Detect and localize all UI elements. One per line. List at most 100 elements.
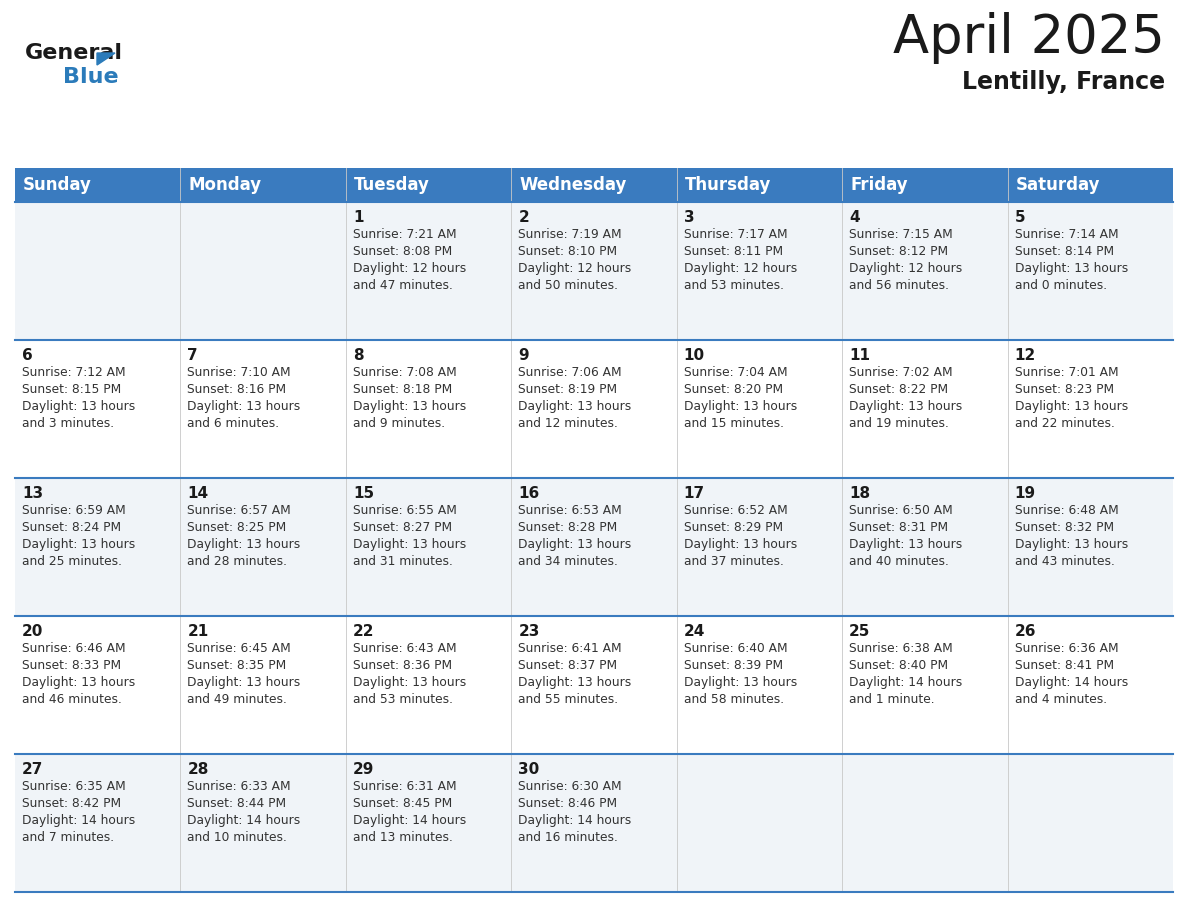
Text: and 47 minutes.: and 47 minutes.: [353, 279, 453, 292]
Text: Sunset: 8:41 PM: Sunset: 8:41 PM: [1015, 659, 1113, 672]
Text: Sunset: 8:31 PM: Sunset: 8:31 PM: [849, 521, 948, 534]
Text: Sunrise: 7:02 AM: Sunrise: 7:02 AM: [849, 366, 953, 379]
Text: Sunrise: 7:14 AM: Sunrise: 7:14 AM: [1015, 228, 1118, 241]
Text: Sunset: 8:28 PM: Sunset: 8:28 PM: [518, 521, 618, 534]
Text: Sunrise: 6:52 AM: Sunrise: 6:52 AM: [684, 504, 788, 517]
Text: 26: 26: [1015, 624, 1036, 639]
Text: Sunrise: 6:53 AM: Sunrise: 6:53 AM: [518, 504, 623, 517]
Text: Sunset: 8:32 PM: Sunset: 8:32 PM: [1015, 521, 1113, 534]
Text: and 46 minutes.: and 46 minutes.: [23, 693, 122, 706]
Text: 9: 9: [518, 348, 529, 363]
Text: and 0 minutes.: and 0 minutes.: [1015, 279, 1107, 292]
Text: Sunrise: 7:15 AM: Sunrise: 7:15 AM: [849, 228, 953, 241]
Text: April 2025: April 2025: [893, 12, 1165, 64]
Text: Daylight: 14 hours: Daylight: 14 hours: [353, 814, 466, 827]
Text: Daylight: 12 hours: Daylight: 12 hours: [518, 262, 632, 275]
Text: and 49 minutes.: and 49 minutes.: [188, 693, 287, 706]
Text: and 15 minutes.: and 15 minutes.: [684, 417, 784, 430]
Text: Daylight: 13 hours: Daylight: 13 hours: [518, 676, 632, 689]
Text: and 13 minutes.: and 13 minutes.: [353, 831, 453, 844]
Text: Sunrise: 6:59 AM: Sunrise: 6:59 AM: [23, 504, 126, 517]
Text: 2: 2: [518, 210, 529, 225]
Text: Daylight: 13 hours: Daylight: 13 hours: [353, 676, 466, 689]
Text: Sunset: 8:10 PM: Sunset: 8:10 PM: [518, 245, 618, 258]
Text: Sunset: 8:25 PM: Sunset: 8:25 PM: [188, 521, 286, 534]
Text: 3: 3: [684, 210, 694, 225]
Text: Sunrise: 7:06 AM: Sunrise: 7:06 AM: [518, 366, 621, 379]
Text: and 56 minutes.: and 56 minutes.: [849, 279, 949, 292]
Text: Daylight: 13 hours: Daylight: 13 hours: [684, 400, 797, 413]
Text: Daylight: 12 hours: Daylight: 12 hours: [353, 262, 466, 275]
Text: General: General: [25, 43, 124, 63]
Text: Sunrise: 6:36 AM: Sunrise: 6:36 AM: [1015, 642, 1118, 655]
Text: and 43 minutes.: and 43 minutes.: [1015, 555, 1114, 568]
Text: 18: 18: [849, 486, 871, 501]
Text: Sunset: 8:14 PM: Sunset: 8:14 PM: [1015, 245, 1113, 258]
Text: and 50 minutes.: and 50 minutes.: [518, 279, 618, 292]
FancyBboxPatch shape: [15, 202, 1173, 340]
Text: 21: 21: [188, 624, 209, 639]
Polygon shape: [97, 53, 115, 65]
Text: Sunrise: 7:10 AM: Sunrise: 7:10 AM: [188, 366, 291, 379]
Text: 22: 22: [353, 624, 374, 639]
Text: Sunset: 8:11 PM: Sunset: 8:11 PM: [684, 245, 783, 258]
Text: Daylight: 13 hours: Daylight: 13 hours: [849, 538, 962, 551]
Text: Sunset: 8:22 PM: Sunset: 8:22 PM: [849, 383, 948, 396]
Text: Sunrise: 7:17 AM: Sunrise: 7:17 AM: [684, 228, 788, 241]
Text: Sunset: 8:24 PM: Sunset: 8:24 PM: [23, 521, 121, 534]
Text: Sunrise: 6:33 AM: Sunrise: 6:33 AM: [188, 780, 291, 793]
Text: and 19 minutes.: and 19 minutes.: [849, 417, 949, 430]
Text: Sunrise: 7:21 AM: Sunrise: 7:21 AM: [353, 228, 456, 241]
Text: Daylight: 13 hours: Daylight: 13 hours: [188, 676, 301, 689]
Text: Sunrise: 7:19 AM: Sunrise: 7:19 AM: [518, 228, 621, 241]
Text: Sunset: 8:44 PM: Sunset: 8:44 PM: [188, 797, 286, 810]
Text: and 16 minutes.: and 16 minutes.: [518, 831, 618, 844]
Text: Sunrise: 7:04 AM: Sunrise: 7:04 AM: [684, 366, 788, 379]
Text: and 40 minutes.: and 40 minutes.: [849, 555, 949, 568]
Text: Sunset: 8:12 PM: Sunset: 8:12 PM: [849, 245, 948, 258]
Text: Daylight: 13 hours: Daylight: 13 hours: [849, 400, 962, 413]
Text: Sunrise: 7:01 AM: Sunrise: 7:01 AM: [1015, 366, 1118, 379]
Text: 24: 24: [684, 624, 706, 639]
Text: Sunset: 8:29 PM: Sunset: 8:29 PM: [684, 521, 783, 534]
Text: Sunset: 8:37 PM: Sunset: 8:37 PM: [518, 659, 618, 672]
Text: 10: 10: [684, 348, 704, 363]
Text: Sunset: 8:45 PM: Sunset: 8:45 PM: [353, 797, 453, 810]
Text: Sunrise: 6:46 AM: Sunrise: 6:46 AM: [23, 642, 126, 655]
Text: and 55 minutes.: and 55 minutes.: [518, 693, 619, 706]
Text: Daylight: 13 hours: Daylight: 13 hours: [353, 538, 466, 551]
Text: Sunrise: 6:31 AM: Sunrise: 6:31 AM: [353, 780, 456, 793]
Text: Blue: Blue: [63, 67, 119, 87]
Text: Daylight: 13 hours: Daylight: 13 hours: [23, 676, 135, 689]
Text: Daylight: 13 hours: Daylight: 13 hours: [684, 538, 797, 551]
Text: Lentilly, France: Lentilly, France: [962, 70, 1165, 94]
Text: 13: 13: [23, 486, 43, 501]
Text: 27: 27: [23, 762, 44, 777]
Text: and 25 minutes.: and 25 minutes.: [23, 555, 122, 568]
Text: and 37 minutes.: and 37 minutes.: [684, 555, 784, 568]
Text: 17: 17: [684, 486, 704, 501]
Text: 14: 14: [188, 486, 209, 501]
Text: and 9 minutes.: and 9 minutes.: [353, 417, 446, 430]
Text: Sunset: 8:27 PM: Sunset: 8:27 PM: [353, 521, 451, 534]
Text: Daylight: 13 hours: Daylight: 13 hours: [188, 400, 301, 413]
Text: and 28 minutes.: and 28 minutes.: [188, 555, 287, 568]
Text: and 1 minute.: and 1 minute.: [849, 693, 935, 706]
Text: Sunset: 8:23 PM: Sunset: 8:23 PM: [1015, 383, 1113, 396]
Text: 4: 4: [849, 210, 860, 225]
Text: Sunrise: 6:50 AM: Sunrise: 6:50 AM: [849, 504, 953, 517]
Text: Daylight: 12 hours: Daylight: 12 hours: [684, 262, 797, 275]
Text: Sunrise: 6:48 AM: Sunrise: 6:48 AM: [1015, 504, 1118, 517]
Text: Daylight: 14 hours: Daylight: 14 hours: [518, 814, 632, 827]
Text: Sunrise: 6:38 AM: Sunrise: 6:38 AM: [849, 642, 953, 655]
Text: Daylight: 13 hours: Daylight: 13 hours: [1015, 262, 1127, 275]
Text: Daylight: 13 hours: Daylight: 13 hours: [684, 676, 797, 689]
Text: and 22 minutes.: and 22 minutes.: [1015, 417, 1114, 430]
Text: Saturday: Saturday: [1016, 176, 1100, 194]
Text: 30: 30: [518, 762, 539, 777]
Text: Daylight: 14 hours: Daylight: 14 hours: [188, 814, 301, 827]
Text: 5: 5: [1015, 210, 1025, 225]
Text: Daylight: 13 hours: Daylight: 13 hours: [353, 400, 466, 413]
Text: Sunrise: 6:30 AM: Sunrise: 6:30 AM: [518, 780, 621, 793]
Text: Daylight: 13 hours: Daylight: 13 hours: [23, 538, 135, 551]
